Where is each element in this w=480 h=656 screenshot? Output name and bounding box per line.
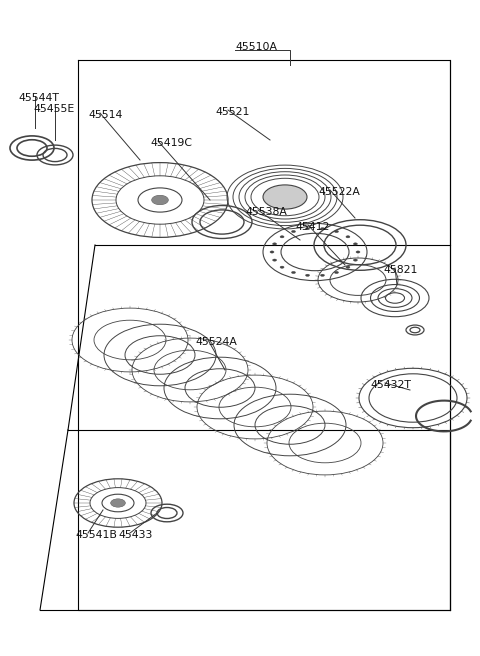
Text: 45432T: 45432T — [370, 380, 411, 390]
Text: 45510A: 45510A — [235, 42, 277, 52]
Ellipse shape — [280, 236, 284, 238]
Ellipse shape — [273, 243, 276, 245]
Ellipse shape — [321, 228, 324, 230]
Text: 45455E: 45455E — [33, 104, 74, 114]
Ellipse shape — [111, 499, 125, 507]
Text: 45541B: 45541B — [75, 530, 117, 540]
Text: 45412: 45412 — [295, 222, 329, 232]
Text: 45522A: 45522A — [318, 187, 360, 197]
Ellipse shape — [346, 236, 350, 238]
Ellipse shape — [263, 185, 307, 209]
Text: 45538A: 45538A — [245, 207, 287, 217]
Ellipse shape — [356, 251, 360, 253]
Text: 45514: 45514 — [88, 110, 122, 120]
Ellipse shape — [335, 230, 338, 233]
Text: 45419C: 45419C — [150, 138, 192, 148]
Ellipse shape — [291, 272, 296, 274]
Text: 45821: 45821 — [383, 265, 418, 275]
Ellipse shape — [321, 274, 324, 276]
Text: 45433: 45433 — [118, 530, 152, 540]
Ellipse shape — [306, 274, 310, 276]
Ellipse shape — [353, 259, 358, 261]
Ellipse shape — [346, 266, 350, 268]
Ellipse shape — [280, 266, 284, 268]
Text: 45544T: 45544T — [18, 93, 59, 103]
Ellipse shape — [335, 272, 338, 274]
Ellipse shape — [291, 230, 296, 233]
Text: 45521: 45521 — [215, 107, 250, 117]
Ellipse shape — [306, 228, 310, 230]
Text: 45524A: 45524A — [195, 337, 237, 347]
Ellipse shape — [353, 243, 358, 245]
Ellipse shape — [273, 259, 276, 261]
Ellipse shape — [152, 195, 168, 205]
Ellipse shape — [270, 251, 274, 253]
